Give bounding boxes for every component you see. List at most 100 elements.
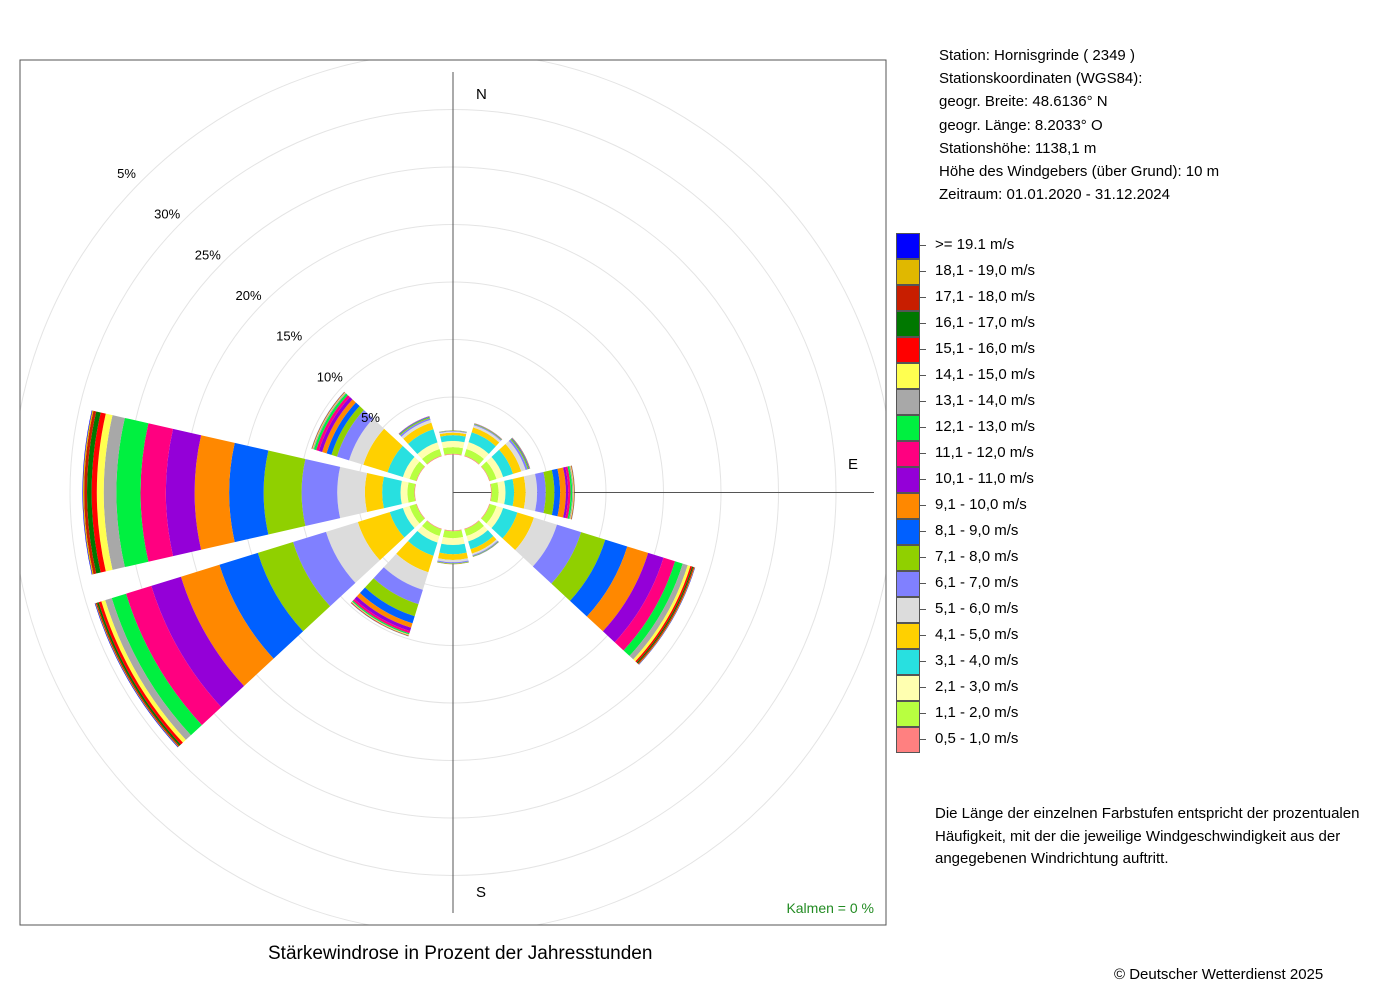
sector-band-180-6 xyxy=(437,560,469,564)
legend-tick xyxy=(920,323,926,324)
sector-band-240-9 xyxy=(180,564,274,686)
sector-band-30-6 xyxy=(473,424,502,441)
sector-band-30-3 xyxy=(468,432,496,454)
sector-band-210-4 xyxy=(396,541,434,573)
ring-label: 20% xyxy=(235,288,261,303)
sector-band-180-1 xyxy=(442,530,464,539)
sector-band-210-6 xyxy=(373,567,423,605)
sector-band-330-7 xyxy=(399,417,430,436)
legend-swatch xyxy=(896,259,920,285)
legend-tick xyxy=(920,297,926,298)
sector-band-330-1 xyxy=(422,448,442,465)
sector-band-210-11 xyxy=(352,598,411,634)
sector-band-330-4 xyxy=(403,422,434,444)
legend-label: 13,1 - 14,0 m/s xyxy=(935,392,1036,409)
sector-band-150-0 xyxy=(464,520,480,530)
sector-band-180-7 xyxy=(437,561,469,564)
legend-swatch xyxy=(896,519,920,545)
sector-band-270-5 xyxy=(337,466,368,519)
sector-band-270-16 xyxy=(87,411,101,574)
sector-band-300-8 xyxy=(326,402,360,455)
legend-tick xyxy=(920,557,926,558)
legend-swatch xyxy=(896,675,920,701)
sector-band-240-3 xyxy=(389,508,415,538)
sector-band-270-13 xyxy=(103,415,125,570)
ring-label: 10% xyxy=(317,369,343,384)
sector-band-330-0 xyxy=(426,455,442,465)
sector-band-240-7 xyxy=(257,542,331,632)
calm-label: Kalmen = 0 % xyxy=(786,900,874,916)
station-latitude: geogr. Breite: 48.6136° N xyxy=(939,93,1108,111)
sector-band-300-4 xyxy=(363,428,403,473)
sector-band-210-2 xyxy=(417,525,440,543)
ring-label: 30% xyxy=(154,207,180,222)
station-coords-heading: Stationskoordinaten (WGS84): xyxy=(939,70,1143,88)
sector-band-210-0 xyxy=(426,520,442,530)
sector-band-300-1 xyxy=(409,461,425,482)
sector-band-120-12 xyxy=(623,561,683,656)
sector-band-240-5 xyxy=(325,521,380,583)
sector-band-90-6 xyxy=(535,471,546,514)
legend-swatch xyxy=(896,233,920,259)
legend-tick xyxy=(920,713,926,714)
sector-band-120-9 xyxy=(586,546,649,632)
sector-band-150-2 xyxy=(466,525,488,542)
sector-band-240-8 xyxy=(219,552,304,659)
sector-band-120-0 xyxy=(480,503,490,519)
sector-band-90-11 xyxy=(565,466,571,519)
sector-band-150-6 xyxy=(472,540,499,557)
legend-label: 8,1 - 9,0 m/s xyxy=(935,522,1019,539)
sector-band-300-5 xyxy=(349,418,385,465)
legend-label: 3,1 - 4,0 m/s xyxy=(935,652,1019,669)
legend-swatch xyxy=(896,467,920,493)
legend-swatch xyxy=(896,415,920,441)
legend-tick xyxy=(920,245,926,246)
time-period: Zeitraum: 01.01.2020 - 31.12.2024 xyxy=(939,186,1170,204)
legend-label: 7,1 - 8,0 m/s xyxy=(935,548,1019,565)
sector-band-120-3 xyxy=(491,508,518,539)
legend-tick xyxy=(920,635,926,636)
sector-band-90-16 xyxy=(571,465,575,520)
sector-band-0-0 xyxy=(444,453,462,456)
sector-band-210-5 xyxy=(383,553,429,590)
ring-label: 15% xyxy=(276,329,302,344)
legend-swatch xyxy=(896,545,920,571)
sector-band-210-9 xyxy=(356,593,413,628)
sector-band-300-0 xyxy=(416,466,426,482)
sector-band-90-12 xyxy=(567,466,573,519)
sector-band-210-10 xyxy=(354,596,412,632)
sector-band-180-0 xyxy=(444,529,462,532)
legend-label: 17,1 - 18,0 m/s xyxy=(935,288,1036,305)
wind-sectors xyxy=(82,391,696,748)
note-line-1: Die Länge der einzelnen Farbstufen entsp… xyxy=(935,805,1360,822)
station-info: Station: Hornisgrinde ( 2349 ) Stationsk… xyxy=(939,44,1219,206)
sector-band-300-10 xyxy=(318,397,353,452)
sector-band-180-5 xyxy=(437,558,469,563)
sector-band-180-4 xyxy=(438,552,468,560)
sector-band-180-9 xyxy=(437,562,469,565)
legend-swatch xyxy=(896,571,920,597)
sector-band-330-5 xyxy=(401,419,432,439)
sector-band-240-1 xyxy=(409,503,425,524)
sector-band-300-6 xyxy=(336,409,374,461)
legend-tick xyxy=(920,401,926,402)
sector-band-0-4 xyxy=(439,432,467,437)
sector-band-0-6 xyxy=(439,430,467,434)
sector-band-300-7 xyxy=(331,406,364,457)
sector-band-60-4 xyxy=(499,443,522,474)
sector-band-150-1 xyxy=(464,520,484,537)
sector-band-240-13 xyxy=(105,598,191,740)
legend-label: 9,1 - 10,0 m/s xyxy=(935,496,1027,513)
sector-band-60-6 xyxy=(508,439,528,471)
sector-band-60-3 xyxy=(491,449,514,477)
sector-band-270-8 xyxy=(229,442,269,543)
sector-band-120-1 xyxy=(481,503,497,524)
sector-band-210-7 xyxy=(364,578,419,617)
legend-swatch xyxy=(896,337,920,363)
legend-label: 2,1 - 3,0 m/s xyxy=(935,678,1019,695)
legend-tick xyxy=(920,583,926,584)
plot-frame xyxy=(19,59,887,926)
sector-band-90-10 xyxy=(563,466,569,519)
sector-band-300-11 xyxy=(316,395,350,451)
sector-band-0-2 xyxy=(441,440,465,449)
